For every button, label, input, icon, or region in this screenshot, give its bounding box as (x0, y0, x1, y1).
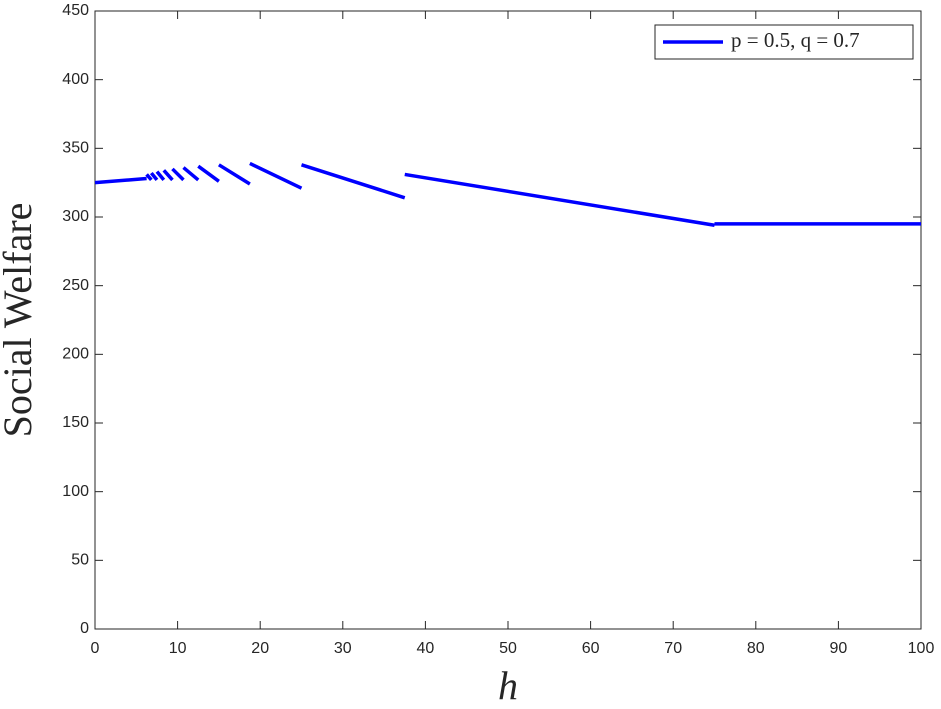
y-tick-label: 400 (62, 71, 89, 88)
y-tick-label: 150 (62, 414, 89, 431)
x-tick-label: 40 (417, 640, 435, 657)
y-tick-label: 50 (71, 552, 89, 569)
x-tick-label: 90 (830, 640, 848, 657)
y-tick-label: 0 (80, 620, 89, 637)
y-tick-label: 250 (62, 277, 89, 294)
y-tick-label: 450 (62, 2, 89, 19)
y-tick-label: 200 (62, 346, 89, 363)
y-tick-label: 300 (62, 208, 89, 225)
legend-label: p = 0.5, q = 0.7 (731, 28, 860, 52)
x-tick-label: 20 (251, 640, 269, 657)
y-tick-label: 100 (62, 483, 89, 500)
x-tick-label: 80 (747, 640, 765, 657)
line (94, 161, 921, 227)
x-tick-label: 70 (664, 640, 682, 657)
x-tick-label: 100 (908, 640, 935, 657)
x-tick-label: 0 (91, 640, 100, 657)
x-tick-label: 50 (499, 640, 517, 657)
x-tick-label: 10 (169, 640, 187, 657)
x-axis-label: h (498, 663, 518, 708)
plot-area (94, 10, 922, 630)
x-tick-label: 60 (582, 640, 600, 657)
x-tick-label: 30 (334, 640, 352, 657)
y-tick-label: 350 (62, 140, 89, 157)
y-axis-label: Social Welfare (0, 203, 40, 438)
